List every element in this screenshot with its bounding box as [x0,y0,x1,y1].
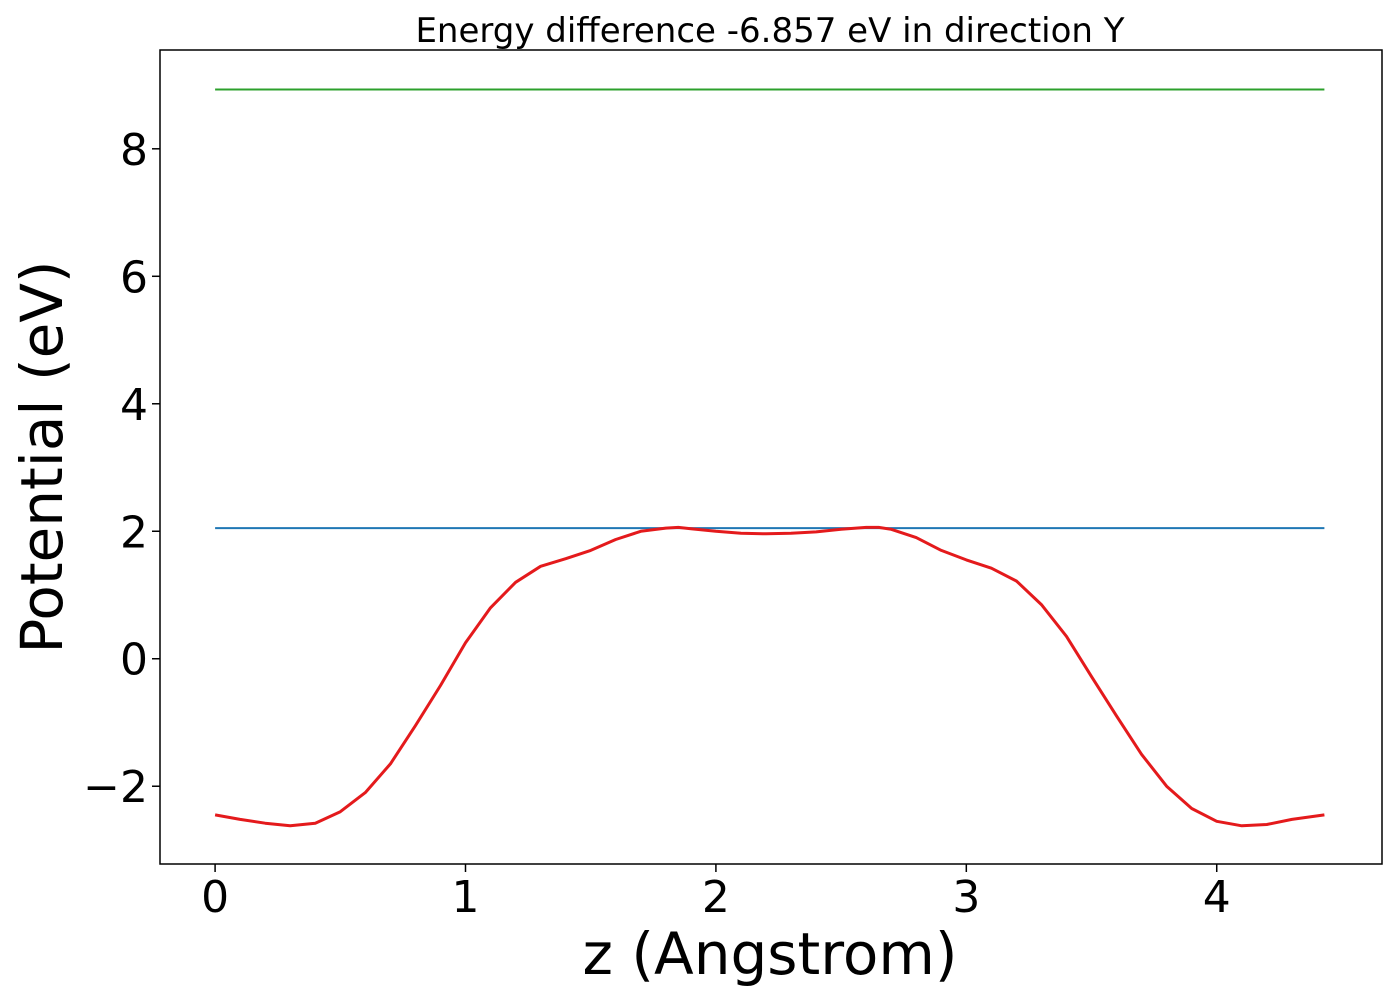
x-axis: 0 1 2 3 4 [201,864,1231,923]
x-tick-label: 1 [452,872,480,923]
plot-area [159,49,1383,865]
x-tick-label: 4 [1203,872,1231,923]
y-tick-label: 8 [120,125,148,176]
y-axis-title: Potential (eV) [8,260,76,653]
y-tick-label: −2 [83,762,148,813]
y-tick-label: 6 [120,252,148,303]
chart-title: Energy difference -6.857 eV in direction… [415,11,1124,51]
y-tick-label: 0 [120,635,148,686]
series-line-2 [214,525,1325,828]
x-tick-label: 0 [201,872,229,923]
x-axis-title: z (Angstrom) [583,920,958,988]
y-tick-label: 4 [120,380,148,431]
x-tick-label: 2 [702,872,730,923]
x-tick-label: 3 [952,872,980,923]
y-axis: −2 0 2 4 6 8 [83,125,160,813]
y-tick-label: 2 [120,507,148,558]
series-layer [214,88,1325,828]
